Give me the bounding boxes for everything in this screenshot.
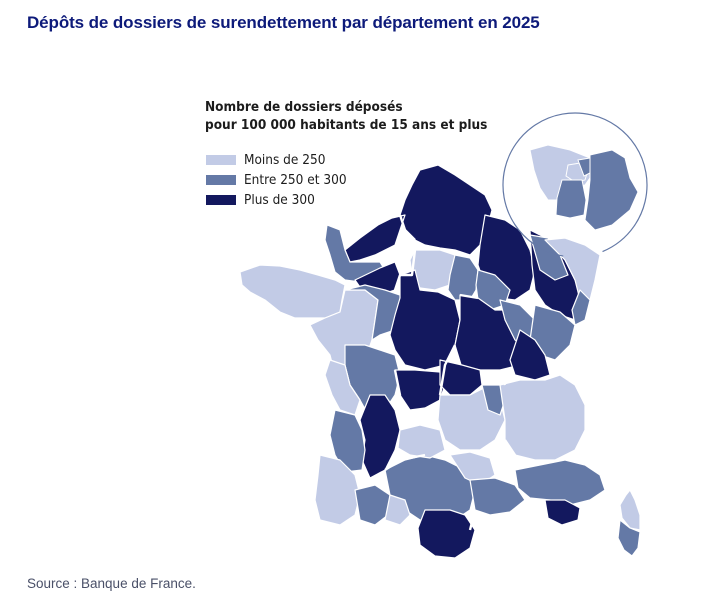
region-landes xyxy=(314,454,361,526)
region-mayenne-sarthe xyxy=(344,284,406,341)
region-rhone-alpes xyxy=(499,374,586,461)
region-gers xyxy=(384,494,411,526)
legend-label-high: Plus de 300 xyxy=(244,192,315,208)
region-haute-normandie xyxy=(344,214,406,263)
region-var xyxy=(544,499,581,526)
region-paca xyxy=(514,459,606,506)
inset-circle xyxy=(502,112,648,258)
legend-item-low: Moins de 250 xyxy=(206,150,358,170)
source-note: Source : Banque de France. xyxy=(27,576,196,591)
region-alsace xyxy=(544,237,601,301)
region-gironde xyxy=(329,409,366,473)
region-allier-mid xyxy=(481,384,506,416)
region-boundary xyxy=(384,214,517,531)
inset-essonne xyxy=(555,179,587,219)
map-title: Dépôts de dossiers de surendettement par… xyxy=(27,13,540,32)
legend: Moins de 250 Entre 250 et 300 Plus de 30… xyxy=(206,150,358,210)
legend-title-line-1: Nombre de dossiers déposés xyxy=(205,99,403,115)
legend-title: Nombre de dossiers déposés pour 100 000 … xyxy=(205,98,487,134)
region-limousin xyxy=(394,369,446,411)
region-ile-de-france xyxy=(409,249,459,291)
legend-label-mid: Entre 250 et 300 xyxy=(244,172,347,188)
inset-seine-et-marne xyxy=(584,149,639,231)
region-lot xyxy=(397,424,446,459)
region-meuse xyxy=(529,234,569,281)
legend-title-line-2: pour 100 000 habitants de 15 ans et plus xyxy=(205,117,488,133)
legend-swatch-high xyxy=(206,195,236,205)
region-herault-gard xyxy=(469,477,526,516)
region-haut-rhin xyxy=(571,289,591,326)
inset-ile-de-france xyxy=(529,144,639,231)
legend-item-mid: Entre 250 et 300 xyxy=(206,170,358,190)
region-jura-dark xyxy=(509,329,551,381)
region-languedoc xyxy=(417,509,476,559)
region-aveyron xyxy=(449,451,496,486)
legend-swatch-low xyxy=(206,155,236,165)
legend-swatch-mid xyxy=(206,175,236,185)
region-bretagne xyxy=(239,264,346,319)
region-corse-south xyxy=(617,519,641,557)
region-nord xyxy=(399,164,493,256)
legend-item-high: Plus de 300 xyxy=(206,190,358,210)
legend-label-low: Moins de 250 xyxy=(244,152,326,168)
